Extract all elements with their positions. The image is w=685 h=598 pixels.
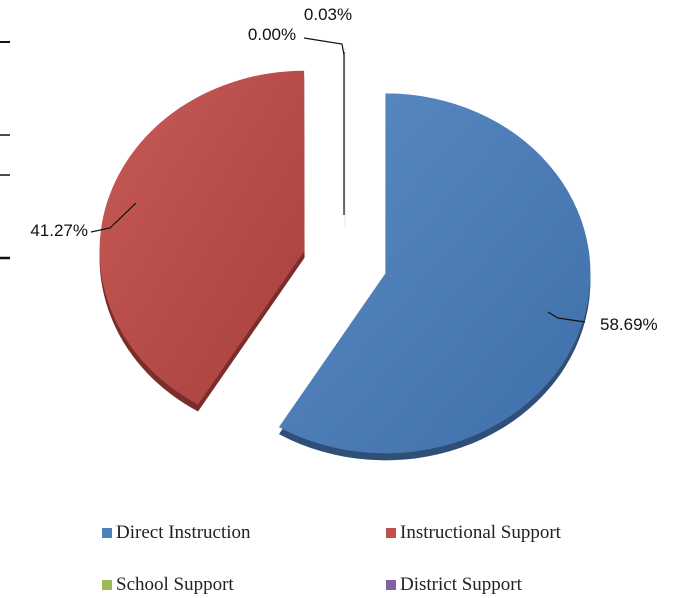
legend-item-district-support: District Support <box>386 574 522 596</box>
pie-slice-1 <box>99 70 305 405</box>
legend-label: Instructional Support <box>400 522 561 543</box>
legend-item-school-support: School Support <box>102 574 234 596</box>
data-label: 41.27% <box>30 221 88 240</box>
cropped-table-edge <box>0 41 10 260</box>
legend-label: School Support <box>116 574 234 595</box>
pie-slice-0 <box>278 93 591 454</box>
data-label: 58.69% <box>600 315 658 334</box>
legend-swatch-purple <box>386 580 396 590</box>
data-label: 0.00% <box>248 25 296 44</box>
chart-legend: Direct Instruction Instructional Support… <box>0 505 685 598</box>
leader-line <box>303 37 345 56</box>
legend-item-instructional-support: Instructional Support <box>386 522 561 544</box>
leader-line <box>90 202 137 233</box>
legend-label: District Support <box>400 574 522 595</box>
legend-swatch-blue <box>102 528 112 538</box>
legend-label: Direct Instruction <box>116 522 251 543</box>
legend-swatch-red <box>386 528 396 538</box>
leader-line <box>547 311 586 323</box>
legend-swatch-green <box>102 580 112 590</box>
legend-item-direct-instruction: Direct Instruction <box>102 522 251 544</box>
data-label: 0.03% <box>304 5 352 24</box>
